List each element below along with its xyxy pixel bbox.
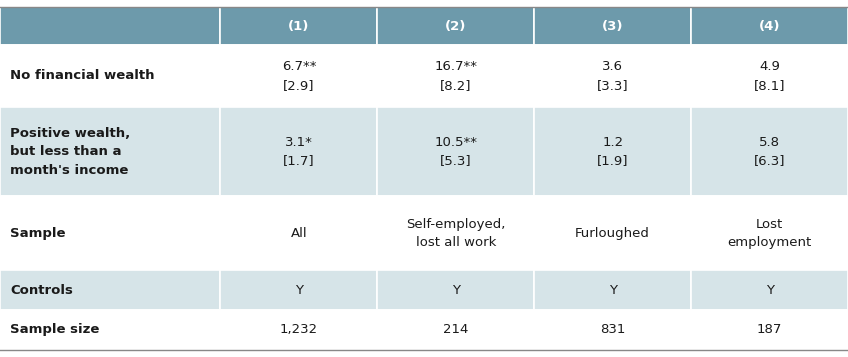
Text: (3): (3) <box>602 20 623 32</box>
Text: Furloughed: Furloughed <box>575 227 650 240</box>
Text: 4.9
[8.1]: 4.9 [8.1] <box>754 60 785 92</box>
Bar <box>534 270 691 310</box>
Text: All: All <box>291 227 307 240</box>
Text: 3.1*
[1.7]: 3.1* [1.7] <box>283 136 315 167</box>
Bar <box>220 310 377 350</box>
Bar <box>377 310 534 350</box>
Bar <box>691 310 848 350</box>
Text: Y: Y <box>295 283 303 297</box>
Text: Lost
employment: Lost employment <box>728 217 812 249</box>
Bar <box>377 107 534 196</box>
Bar <box>377 270 534 310</box>
Text: Controls: Controls <box>10 283 73 297</box>
Bar <box>0 7 220 45</box>
Text: 1.2
[1.9]: 1.2 [1.9] <box>597 136 628 167</box>
Bar <box>691 107 848 196</box>
Bar <box>377 7 534 45</box>
Text: No financial wealth: No financial wealth <box>10 69 154 82</box>
Bar <box>220 107 377 196</box>
Text: Self-employed,
lost all work: Self-employed, lost all work <box>406 217 505 249</box>
Text: 1,232: 1,232 <box>280 323 318 336</box>
Bar <box>691 196 848 270</box>
Bar <box>220 270 377 310</box>
Bar <box>0 45 220 107</box>
Bar <box>377 196 534 270</box>
Text: 831: 831 <box>600 323 625 336</box>
Text: (4): (4) <box>759 20 780 32</box>
Bar <box>691 270 848 310</box>
Bar <box>220 196 377 270</box>
Bar <box>377 45 534 107</box>
Text: 3.6
[3.3]: 3.6 [3.3] <box>597 60 628 92</box>
Text: Positive wealth,
but less than a
month's income: Positive wealth, but less than a month's… <box>10 127 131 177</box>
Text: Sample: Sample <box>10 227 65 240</box>
Bar <box>691 45 848 107</box>
Text: 187: 187 <box>757 323 782 336</box>
Bar <box>534 196 691 270</box>
Text: Y: Y <box>766 283 773 297</box>
Bar <box>534 310 691 350</box>
Bar <box>220 45 377 107</box>
Bar <box>534 45 691 107</box>
Text: 6.7**
[2.9]: 6.7** [2.9] <box>282 60 316 92</box>
Text: 16.7**
[8.2]: 16.7** [8.2] <box>434 60 477 92</box>
Text: Y: Y <box>609 283 616 297</box>
Text: 214: 214 <box>444 323 468 336</box>
Bar <box>534 7 691 45</box>
Bar <box>0 310 220 350</box>
Text: (2): (2) <box>445 20 466 32</box>
Bar <box>0 196 220 270</box>
Bar <box>534 107 691 196</box>
Text: 5.8
[6.3]: 5.8 [6.3] <box>754 136 785 167</box>
Bar <box>0 107 220 196</box>
Bar <box>0 270 220 310</box>
Bar <box>220 7 377 45</box>
Text: Sample size: Sample size <box>10 323 99 336</box>
Text: Y: Y <box>452 283 460 297</box>
Bar <box>691 7 848 45</box>
Text: 10.5**
[5.3]: 10.5** [5.3] <box>434 136 477 167</box>
Text: (1): (1) <box>288 20 310 32</box>
